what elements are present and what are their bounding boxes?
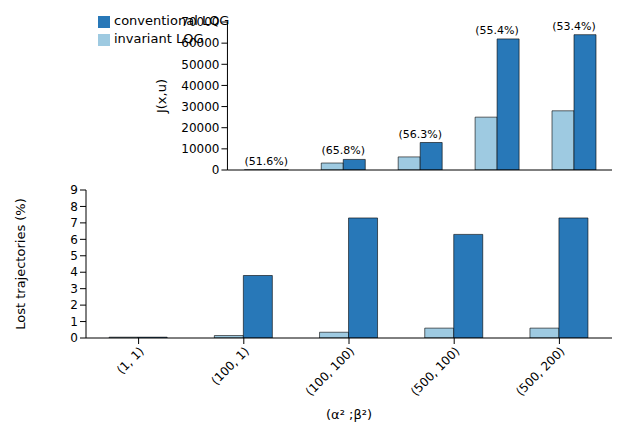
svg-text:J(x,u): J(x,u) xyxy=(154,79,169,114)
svg-text:2: 2 xyxy=(70,298,78,312)
svg-text:(α² ;β²): (α² ;β²) xyxy=(326,407,372,422)
svg-text:(56.3%): (56.3%) xyxy=(398,128,442,141)
svg-text:60000: 60000 xyxy=(181,36,219,50)
svg-text:6: 6 xyxy=(70,233,78,247)
svg-text:(100, 100): (100, 100) xyxy=(303,344,357,398)
svg-text:Lost trajectories (%): Lost trajectories (%) xyxy=(13,198,28,330)
svg-text:(500, 200): (500, 200) xyxy=(513,344,567,398)
svg-text:0: 0 xyxy=(212,163,220,176)
svg-text:70000: 70000 xyxy=(181,15,219,29)
svg-text:(1, 1): (1, 1) xyxy=(114,344,147,377)
svg-text:40000: 40000 xyxy=(181,79,219,93)
svg-text:1: 1 xyxy=(70,315,78,329)
svg-text:20000: 20000 xyxy=(181,121,219,135)
svg-text:(65.8%): (65.8%) xyxy=(322,144,366,157)
svg-text:8: 8 xyxy=(70,200,78,214)
svg-text:4: 4 xyxy=(70,265,78,279)
svg-text:3: 3 xyxy=(70,282,78,296)
svg-text:(500, 100): (500, 100) xyxy=(408,344,462,398)
svg-text:9: 9 xyxy=(70,183,78,197)
svg-text:(53.4%): (53.4%) xyxy=(552,20,596,33)
svg-text:(55.4%): (55.4%) xyxy=(475,24,519,37)
svg-text:(51.6%): (51.6%) xyxy=(245,155,289,168)
svg-text:0: 0 xyxy=(70,331,78,345)
svg-text:30000: 30000 xyxy=(181,100,219,114)
svg-text:(100, 1): (100, 1) xyxy=(208,344,252,388)
svg-text:5: 5 xyxy=(70,249,78,263)
svg-text:10000: 10000 xyxy=(181,142,219,156)
svg-text:7: 7 xyxy=(70,216,78,230)
svg-text:50000: 50000 xyxy=(181,58,219,72)
